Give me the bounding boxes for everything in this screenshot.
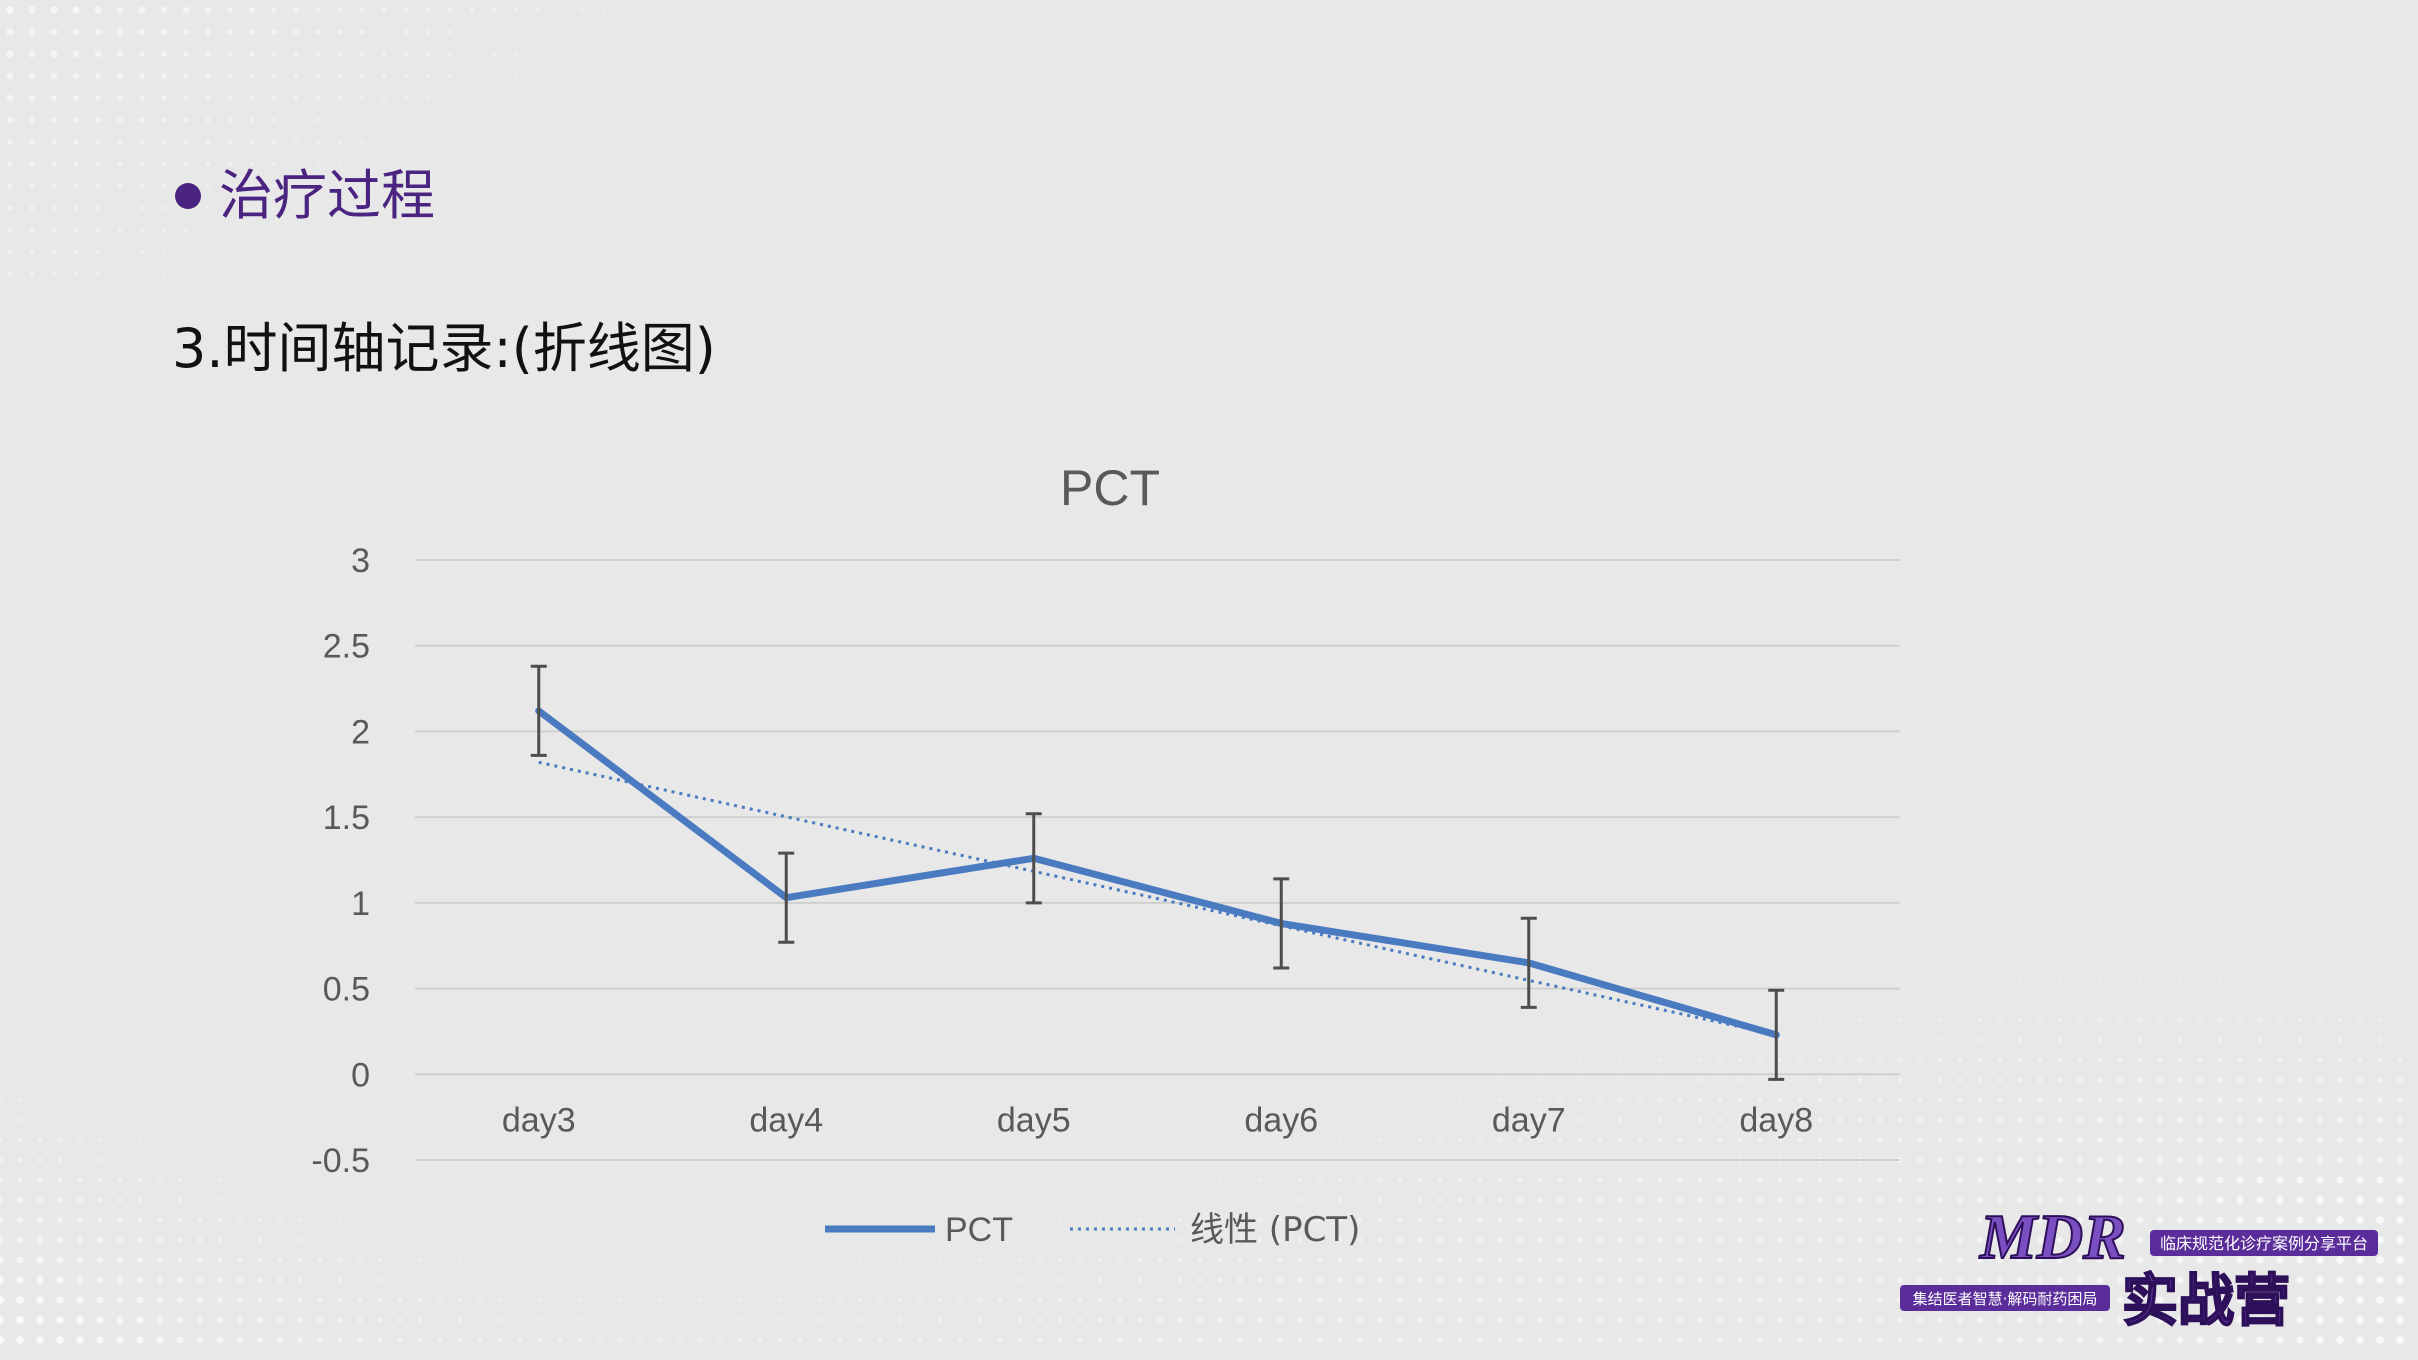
y-tick-label: -0.5 [311,1142,370,1180]
y-tick-label: 2 [351,713,370,751]
trendline [538,760,1777,1037]
background-dots [0,6,2404,1344]
error-bar [1520,916,1537,1009]
svg-text:MDR: MDR [1979,1201,2126,1272]
series-line-pct [535,707,1780,1039]
section-heading: 治疗过程 [175,160,435,232]
error-bar [778,851,795,944]
x-tick-label: day4 [749,1101,823,1139]
mdr-logo: MDR 临床规范化诊疗案例分享平台 集结医者智慧·解码耐药困局 实战营 [1900,1200,2378,1335]
svg-text:集结医者智慧·解码耐药困局: 集结医者智慧·解码耐药困局 [1913,1290,2098,1308]
y-tick-label: 0.5 [323,971,370,1009]
y-tick-label: 2.5 [323,628,370,666]
x-tick-label: day6 [1244,1101,1318,1139]
error-bar [1768,988,1785,1081]
svg-text:临床规范化诊疗案例分享平台: 临床规范化诊疗案例分享平台 [2160,1234,2368,1253]
x-tick-label: day8 [1739,1101,1813,1139]
y-tick-label: 0 [351,1056,370,1094]
x-tick-label: day7 [1492,1101,1566,1139]
svg-text:实战营: 实战营 [2122,1269,2290,1334]
bullet-icon [175,183,201,209]
error-bar [530,664,547,757]
error-bar [1025,812,1042,905]
slide-subtitle: 3.时间轴记录:(折线图) [172,317,716,380]
x-tick-label: day3 [502,1101,576,1139]
y-tick-label: 1 [351,885,370,923]
x-tick-label: day5 [997,1101,1071,1139]
chart-title: PCT [1060,460,1160,516]
section-title: 治疗过程 [219,164,435,227]
error-bar [1273,877,1290,970]
y-tick-label: 3 [351,542,370,580]
y-tick-label: 1.5 [323,799,370,837]
legend-label-pct: PCT [945,1211,1013,1249]
legend-label-trend: 线性 (PCT) [1190,1210,1360,1250]
